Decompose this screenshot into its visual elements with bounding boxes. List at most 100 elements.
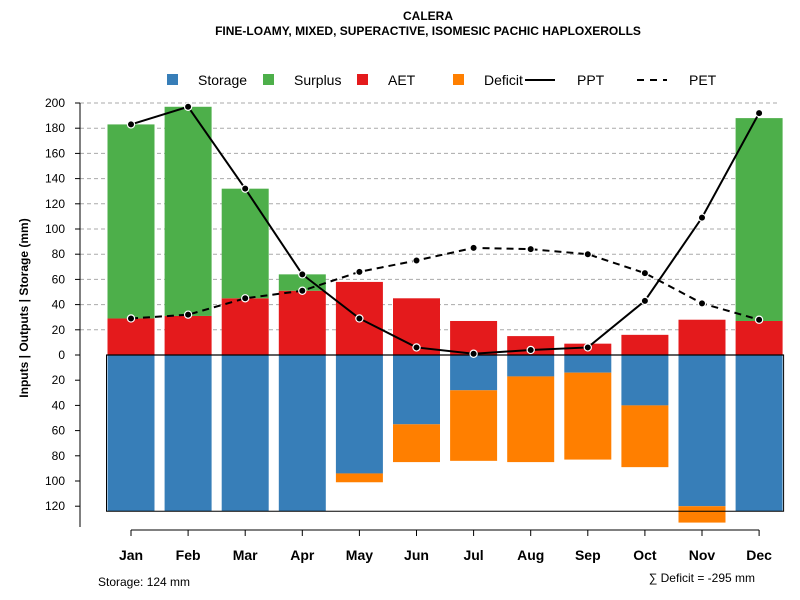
deficit-bar bbox=[678, 506, 726, 523]
storage-bar bbox=[564, 355, 612, 373]
storage-bar bbox=[278, 355, 326, 512]
y-tick-label: 60 bbox=[52, 424, 66, 438]
y-tick-label: 60 bbox=[52, 272, 66, 286]
storage-bar bbox=[107, 355, 155, 512]
ppt-point bbox=[183, 102, 193, 111]
axes: 0 20 40 60 80 100 120 140 160 180 200 20 40 60 80 100 12… bbox=[45, 96, 772, 563]
aet-bar bbox=[278, 290, 326, 355]
pet-point bbox=[754, 315, 764, 324]
ppt-point bbox=[526, 345, 535, 355]
ppt-point bbox=[412, 343, 421, 352]
pet-point bbox=[640, 268, 650, 278]
x-tick-label: Jun bbox=[404, 547, 429, 563]
surplus-bar bbox=[107, 124, 155, 319]
pet-point bbox=[412, 256, 421, 265]
y-tick-label: 140 bbox=[45, 172, 65, 186]
ppt-point bbox=[697, 213, 707, 222]
pet-point bbox=[526, 244, 535, 254]
pet-point bbox=[126, 314, 136, 323]
y-tick-label: 80 bbox=[52, 247, 66, 261]
ppt-point bbox=[355, 314, 364, 323]
y-tick-label: 20 bbox=[52, 323, 66, 337]
deficit-bar bbox=[621, 405, 669, 468]
y-tick-label: 20 bbox=[52, 373, 66, 387]
ppt-point bbox=[126, 120, 136, 129]
legend-label-surplus: Surplus bbox=[294, 72, 341, 88]
chart-subtitle: FINE-LOAMY, MIXED, SUPERACTIVE, ISOMESIC… bbox=[215, 24, 641, 38]
legend-label-storage: Storage bbox=[198, 72, 247, 88]
storage-bar bbox=[735, 355, 783, 512]
y-tick-label: 120 bbox=[45, 499, 65, 513]
x-tick-label: Apr bbox=[290, 547, 315, 563]
ppt-point bbox=[469, 349, 478, 358]
aet-bar bbox=[221, 298, 269, 355]
deficit-bar bbox=[564, 372, 612, 460]
footer-deficit: ∑ Deficit = -295 mm bbox=[649, 571, 755, 585]
storage-bar bbox=[393, 355, 440, 425]
x-tick-label: Aug bbox=[517, 547, 544, 563]
aet-bar bbox=[107, 318, 155, 355]
y-tick-label: 40 bbox=[52, 298, 66, 312]
y-tick-label: 100 bbox=[45, 222, 65, 236]
storage-bar bbox=[678, 355, 726, 507]
storage-bar bbox=[507, 355, 555, 377]
legend-label-pet: PET bbox=[689, 72, 717, 88]
surplus-bar bbox=[221, 188, 269, 299]
storage-bar bbox=[221, 355, 269, 512]
deficit-bar bbox=[450, 390, 498, 461]
y-tick-label: 100 bbox=[45, 474, 65, 488]
surplus-bar bbox=[735, 118, 783, 321]
aet-bar bbox=[678, 319, 726, 355]
ppt-line bbox=[130, 105, 760, 355]
ppt-point bbox=[640, 296, 650, 306]
y-tick-label: 40 bbox=[52, 398, 66, 412]
aet-bar bbox=[450, 320, 498, 355]
y-tick-label: 160 bbox=[45, 146, 65, 160]
deficit-bar bbox=[335, 473, 383, 483]
pet-point bbox=[240, 294, 250, 303]
x-tick-label: Oct bbox=[633, 547, 657, 563]
ppt-point bbox=[240, 184, 250, 193]
y-tick-label: 120 bbox=[45, 197, 65, 211]
aet-bar bbox=[735, 320, 783, 355]
pet-point bbox=[469, 243, 478, 253]
ppt-point bbox=[298, 270, 307, 279]
y-tick-label: 0 bbox=[58, 348, 65, 362]
legend: Storage Surplus AET Deficit PPT PET bbox=[167, 72, 717, 88]
pet-point bbox=[697, 299, 707, 308]
bars bbox=[106, 106, 785, 523]
x-tick-label: Mar bbox=[233, 547, 258, 563]
surplus-bar bbox=[164, 106, 212, 316]
legend-swatch-deficit bbox=[453, 74, 464, 85]
x-tick-label: Jan bbox=[119, 547, 143, 563]
storage-bar bbox=[621, 355, 669, 406]
legend-swatch-aet bbox=[357, 74, 368, 85]
y-tick-label: 180 bbox=[45, 121, 65, 135]
storage-bar bbox=[164, 355, 212, 512]
storage-bar bbox=[335, 355, 383, 474]
x-tick-label: Sep bbox=[575, 547, 601, 563]
legend-label-ppt: PPT bbox=[577, 72, 605, 88]
y-axis-label: Inputs | Outputs | Storage (mm) bbox=[17, 218, 31, 397]
storage-bar bbox=[450, 355, 498, 391]
legend-label-deficit: Deficit bbox=[484, 72, 523, 88]
footer-storage: Storage: 124 mm bbox=[98, 575, 190, 589]
x-tick-label: Dec bbox=[746, 547, 772, 563]
ppt-point bbox=[754, 108, 764, 118]
pet-point bbox=[298, 286, 307, 295]
pet-point bbox=[583, 249, 593, 259]
x-tick-label: May bbox=[346, 547, 373, 563]
y-tick-label: 200 bbox=[45, 96, 65, 110]
pet-point bbox=[355, 267, 364, 277]
x-tick-label: Feb bbox=[176, 547, 201, 563]
legend-swatch-surplus bbox=[263, 74, 274, 85]
x-tick-label: Jul bbox=[463, 547, 483, 563]
lines bbox=[126, 102, 764, 358]
chart-title: CALERA bbox=[403, 9, 453, 23]
legend-label-aet: AET bbox=[388, 72, 416, 88]
aet-bar bbox=[164, 315, 212, 355]
deficit-bar bbox=[393, 424, 440, 463]
y-tick-label: 80 bbox=[52, 449, 66, 463]
deficit-bar bbox=[507, 376, 555, 463]
